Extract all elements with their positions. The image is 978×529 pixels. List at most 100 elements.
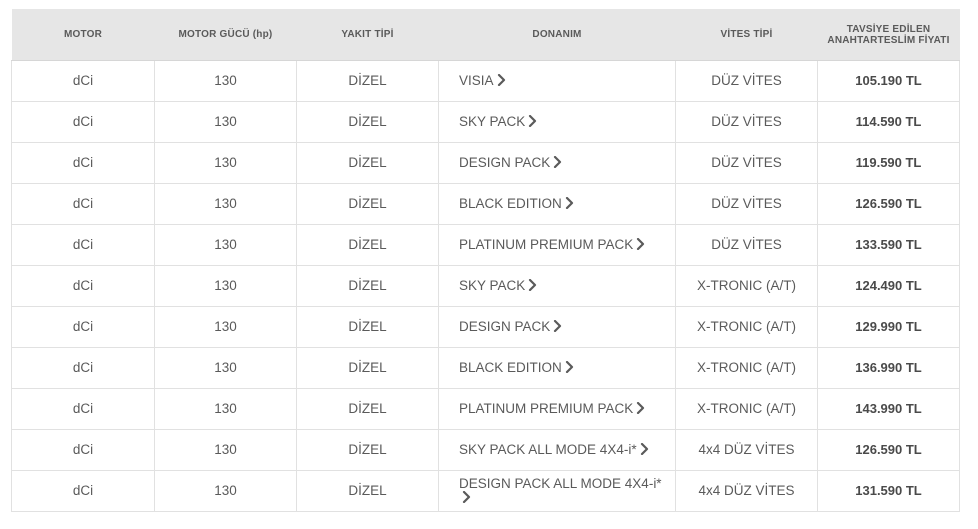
cell-price: 126.590 TL [817, 183, 960, 225]
cell-equipment[interactable]: DESIGN PACK [438, 306, 676, 348]
cell-motor: dCi [11, 470, 155, 512]
table-row: dCi 130 DİZEL BLACK EDITION X-TRONIC (A/… [11, 347, 960, 389]
cell-power: 130 [154, 101, 297, 143]
table-row: dCi 130 DİZEL BLACK EDITION DÜZ VİTES 12… [11, 183, 960, 225]
equipment-link[interactable]: DESIGN PACK [459, 155, 551, 170]
equipment-link[interactable]: DESIGN PACK ALL MODE 4X4-i* [459, 476, 662, 491]
cell-transmission: X-TRONIC (A/T) [675, 347, 818, 389]
cell-equipment[interactable]: PLATINUM PREMIUM PACK [438, 388, 676, 430]
cell-equipment[interactable]: DESIGN PACK [438, 142, 676, 184]
header-equipment: DONANIM [438, 9, 676, 61]
equipment-link[interactable]: SKY PACK ALL MODE 4X4-i* [459, 442, 637, 457]
table-row: dCi 130 DİZEL PLATINUM PREMIUM PACK DÜZ … [11, 224, 960, 266]
table-body: dCi 130 DİZEL VISIA DÜZ VİTES 105.190 TL… [11, 60, 960, 512]
chevron-right-icon[interactable] [528, 115, 537, 127]
cell-price: 136.990 TL [817, 347, 960, 389]
cell-motor: dCi [11, 265, 155, 307]
cell-transmission: X-TRONIC (A/T) [675, 388, 818, 430]
table-row: dCi 130 DİZEL VISIA DÜZ VİTES 105.190 TL [11, 60, 960, 102]
cell-fuel: DİZEL [296, 347, 439, 389]
cell-price: 105.190 TL [817, 60, 960, 102]
table-header: MOTOR MOTOR GÜCÜ (hp) YAKIT TİPİ DONANIM… [11, 9, 960, 61]
cell-transmission: DÜZ VİTES [675, 101, 818, 143]
cell-price: 143.990 TL [817, 388, 960, 430]
cell-fuel: DİZEL [296, 470, 439, 512]
cell-fuel: DİZEL [296, 142, 439, 184]
cell-motor: dCi [11, 60, 155, 102]
cell-transmission: 4x4 DÜZ VİTES [675, 429, 818, 471]
header-power-unit: (hp) [252, 29, 273, 40]
table-row: dCi 130 DİZEL PLATINUM PREMIUM PACK X-TR… [11, 388, 960, 430]
cell-transmission: X-TRONIC (A/T) [675, 265, 818, 307]
cell-equipment[interactable]: VISIA [438, 60, 676, 102]
cell-power: 130 [154, 470, 297, 512]
cell-equipment[interactable]: SKY PACK [438, 101, 676, 143]
cell-motor: dCi [11, 101, 155, 143]
chevron-right-icon[interactable] [462, 491, 471, 503]
cell-transmission: DÜZ VİTES [675, 142, 818, 184]
equipment-link[interactable]: BLACK EDITION [459, 196, 562, 211]
table-row: dCi 130 DİZEL DESIGN PACK DÜZ VİTES 119.… [11, 142, 960, 184]
cell-equipment[interactable]: BLACK EDITION [438, 347, 676, 389]
cell-equipment[interactable]: SKY PACK [438, 265, 676, 307]
cell-motor: dCi [11, 224, 155, 266]
chevron-right-icon[interactable] [565, 197, 574, 209]
cell-power: 130 [154, 60, 297, 102]
equipment-link[interactable]: SKY PACK [459, 114, 526, 129]
cell-motor: dCi [11, 306, 155, 348]
chevron-right-icon[interactable] [640, 443, 649, 455]
cell-price: 119.590 TL [817, 142, 960, 184]
equipment-link[interactable]: DESIGN PACK [459, 319, 551, 334]
cell-fuel: DİZEL [296, 306, 439, 348]
cell-fuel: DİZEL [296, 183, 439, 225]
chevron-right-icon[interactable] [565, 361, 574, 373]
chevron-right-icon[interactable] [553, 156, 562, 168]
cell-motor: dCi [11, 347, 155, 389]
header-motor: MOTOR [11, 9, 155, 61]
cell-fuel: DİZEL [296, 60, 439, 102]
cell-power: 130 [154, 388, 297, 430]
cell-power: 130 [154, 183, 297, 225]
equipment-link[interactable]: BLACK EDITION [459, 360, 562, 375]
cell-price: 114.590 TL [817, 101, 960, 143]
equipment-link[interactable]: PLATINUM PREMIUM PACK [459, 237, 634, 252]
equipment-link[interactable]: SKY PACK [459, 278, 526, 293]
chevron-right-icon[interactable] [636, 238, 645, 250]
cell-transmission: DÜZ VİTES [675, 224, 818, 266]
cell-motor: dCi [11, 183, 155, 225]
cell-equipment[interactable]: SKY PACK ALL MODE 4X4-i* [438, 429, 676, 471]
equipment-link[interactable]: VISIA [459, 73, 494, 88]
header-price-line2: ANAHTARTESLİM FİYATI [827, 34, 950, 46]
cell-equipment[interactable]: DESIGN PACK ALL MODE 4X4-i* [438, 470, 676, 512]
chevron-right-icon[interactable] [553, 320, 562, 332]
cell-power: 130 [154, 224, 297, 266]
equipment-link[interactable]: PLATINUM PREMIUM PACK [459, 401, 634, 416]
cell-price: 124.490 TL [817, 265, 960, 307]
cell-power: 130 [154, 265, 297, 307]
chevron-right-icon[interactable] [636, 402, 645, 414]
cell-power: 130 [154, 429, 297, 471]
cell-fuel: DİZEL [296, 224, 439, 266]
cell-motor: dCi [11, 388, 155, 430]
price-list-container: MOTOR MOTOR GÜCÜ (hp) YAKIT TİPİ DONANIM… [11, 9, 960, 512]
cell-fuel: DİZEL [296, 429, 439, 471]
cell-power: 130 [154, 347, 297, 389]
cell-transmission: 4x4 DÜZ VİTES [675, 470, 818, 512]
table-row: dCi 130 DİZEL SKY PACK ALL MODE 4X4-i* 4… [11, 429, 960, 471]
table-row: dCi 130 DİZEL SKY PACK X-TRONIC (A/T) 12… [11, 265, 960, 307]
chevron-right-icon[interactable] [497, 74, 506, 86]
header-fuel: YAKIT TİPİ [296, 9, 439, 61]
header-power-label: MOTOR GÜCÜ [178, 29, 250, 40]
cell-equipment[interactable]: PLATINUM PREMIUM PACK [438, 224, 676, 266]
chevron-right-icon[interactable] [528, 279, 537, 291]
cell-transmission: X-TRONIC (A/T) [675, 306, 818, 348]
header-transmission: VİTES TİPİ [675, 9, 818, 61]
price-table: MOTOR MOTOR GÜCÜ (hp) YAKIT TİPİ DONANIM… [11, 9, 960, 512]
cell-fuel: DİZEL [296, 101, 439, 143]
cell-price: 126.590 TL [817, 429, 960, 471]
cell-equipment[interactable]: BLACK EDITION [438, 183, 676, 225]
cell-transmission: DÜZ VİTES [675, 183, 818, 225]
cell-fuel: DİZEL [296, 388, 439, 430]
header-price: TAVSİYE EDİLEN ANAHTARTESLİM FİYATI [817, 9, 960, 61]
table-row: dCi 130 DİZEL SKY PACK DÜZ VİTES 114.590… [11, 101, 960, 143]
